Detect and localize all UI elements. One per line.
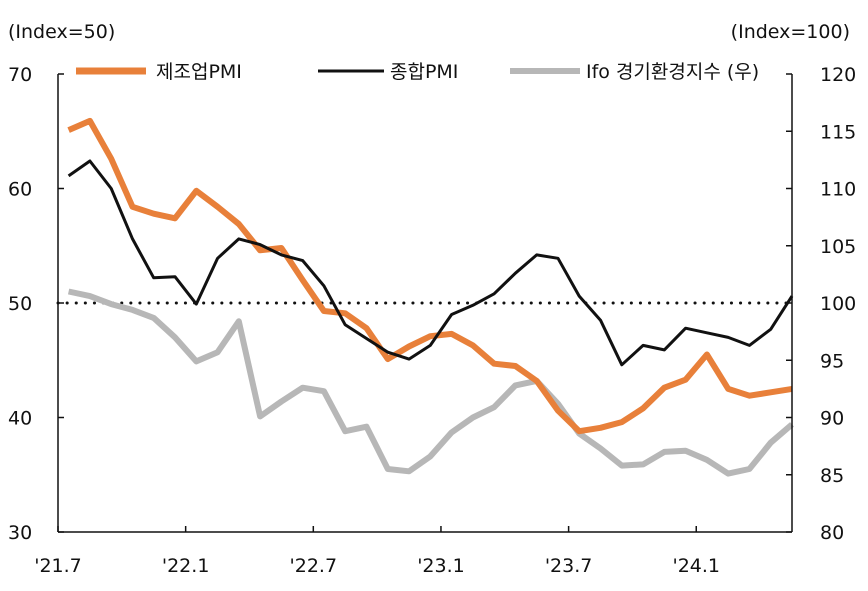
- series-line-ifo-index: [67, 288, 794, 477]
- right-tick-label: 105: [820, 236, 856, 258]
- left-tick-label: 30: [8, 522, 32, 544]
- right-tick-label: 115: [820, 121, 856, 143]
- legend-label-manufacturing-pmi: 제조업PMI: [156, 61, 242, 83]
- left-tick-label: 40: [8, 408, 32, 430]
- x-tick-label: '22.1: [162, 555, 210, 577]
- left-axis-title: (Index=50): [8, 21, 115, 43]
- legend-label-composite-pmi: 종합PMI: [390, 61, 458, 83]
- series-group: [67, 117, 794, 477]
- right-tick-label: 100: [820, 293, 856, 315]
- right-tick-label: 110: [820, 179, 856, 201]
- right-tick-label: 95: [820, 350, 844, 372]
- left-tick-label: 50: [8, 293, 32, 315]
- x-tick-label: '23.1: [417, 555, 465, 577]
- x-tick-label: '23.7: [545, 555, 593, 577]
- right-tick-label: 90: [820, 408, 844, 430]
- legend: 제조업PMI 종합PMI Ifo 경기환경지수 (우): [76, 61, 759, 83]
- x-tick-label: '21.7: [34, 555, 82, 577]
- series-line-composite-pmi: [67, 159, 794, 367]
- right-tick-label: 80: [820, 522, 844, 544]
- right-tick-label: 85: [820, 465, 844, 487]
- legend-label-ifo-index: Ifo 경기환경지수 (우): [586, 61, 759, 83]
- right-tick-label: 120: [820, 64, 856, 86]
- x-axis-ticks: '21.7 '22.1 '22.7 '23.1 '23.7 '24.1: [34, 526, 720, 577]
- series-line-manufacturing-pmi: [67, 117, 793, 435]
- axes-group: [57, 74, 793, 533]
- left-axis-ticks: 70 60 50 40 30: [8, 64, 64, 544]
- left-tick-label: 60: [8, 179, 32, 201]
- left-tick-label: 70: [8, 64, 32, 86]
- right-axis-title: (Index=100): [731, 21, 850, 43]
- x-tick-label: '22.7: [290, 555, 338, 577]
- x-tick-label: '24.1: [672, 555, 720, 577]
- right-axis-ticks: 120 115 110 105 100 95 90 85 80: [786, 64, 856, 544]
